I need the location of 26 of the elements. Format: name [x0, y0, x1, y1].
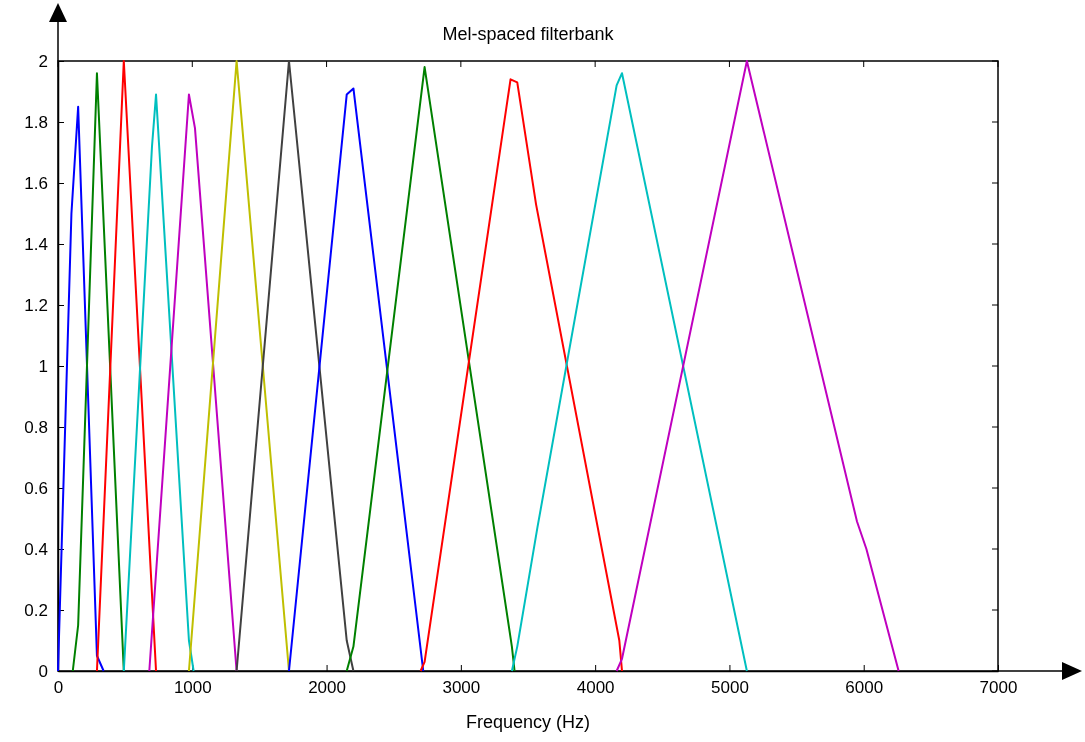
x-tick-label: 0: [53, 678, 64, 698]
y-tick-label: 1.4: [24, 234, 48, 254]
y-tick-label: 1.8: [24, 112, 48, 132]
y-tick-label: 0.8: [24, 417, 48, 437]
y-tick-label: 1: [38, 356, 48, 376]
line-series: [57, 105, 105, 672]
y-tick-label: 1.2: [24, 295, 48, 315]
x-tick-label: 4000: [576, 678, 615, 698]
x-tick-label: 2000: [308, 678, 346, 698]
y-tick-label: 0: [38, 661, 48, 681]
chart-title: Mel-spaced filterbank: [442, 24, 615, 44]
x-tick-label: 3000: [442, 678, 481, 698]
x-tick-label: 5000: [711, 678, 749, 698]
y-tick-label: 1.6: [24, 173, 48, 193]
y-tick-label: 2: [38, 51, 48, 71]
line-series: [122, 93, 195, 672]
line-series: [510, 72, 748, 672]
y-tick-label: 0.2: [24, 600, 48, 620]
y-tick-label: 0.4: [24, 539, 48, 559]
line-series: [419, 78, 623, 672]
y-tick-label: 0.6: [24, 478, 48, 498]
x-axis-title: Frequency (Hz): [465, 712, 591, 732]
x-tick-label: 7000: [979, 678, 1018, 698]
line-series: [615, 60, 900, 672]
x-tick-label: 1000: [173, 678, 212, 698]
x-tick-label: 6000: [845, 678, 884, 698]
